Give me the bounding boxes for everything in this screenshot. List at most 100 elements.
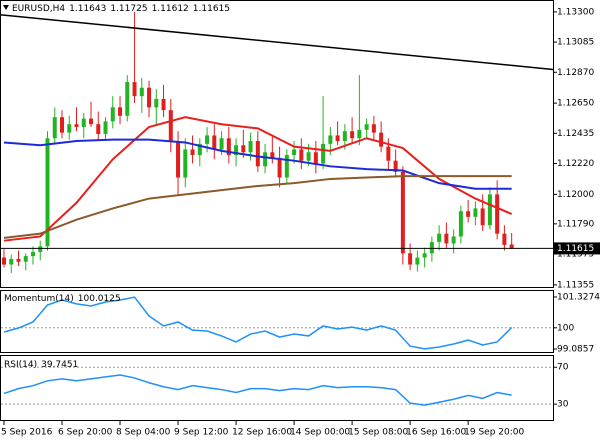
candle-body <box>241 145 246 153</box>
candle-body <box>263 152 268 167</box>
candle-body <box>81 118 86 128</box>
high: 1.11725 <box>110 4 147 14</box>
y-tick-label: 1.11355 <box>557 280 594 290</box>
candle-body <box>234 145 239 156</box>
candle-body <box>495 194 500 234</box>
candle-body <box>393 160 398 172</box>
momentum-panel <box>0 290 554 353</box>
candle-body <box>205 135 210 144</box>
candle-body <box>219 138 224 150</box>
candle-body <box>502 233 507 245</box>
candle-body <box>74 124 79 128</box>
x-tick-label: 14 Sep 00:00 <box>290 428 350 438</box>
candle-body <box>67 124 72 133</box>
candle-body <box>429 242 434 254</box>
candle-body <box>226 138 231 156</box>
candle-body <box>277 157 282 178</box>
candle-body <box>139 87 144 97</box>
y-tick-label: 70 <box>557 363 569 373</box>
y-tick-label: 1.13300 <box>557 7 594 17</box>
candle-body <box>30 251 35 257</box>
candle-body <box>38 246 43 252</box>
candle-body <box>110 107 115 122</box>
candle-body <box>306 152 311 161</box>
y-tick-label: 1.12650 <box>557 99 594 109</box>
candle-body <box>45 138 50 247</box>
candle-body <box>176 141 181 178</box>
candle-body <box>364 124 369 130</box>
candle-body <box>299 149 304 161</box>
candle-body <box>16 258 21 262</box>
candle-body <box>212 135 217 150</box>
candle-body <box>480 208 485 226</box>
candle-body <box>313 152 318 164</box>
symbol: EURUSD,H4 <box>12 4 65 14</box>
candle-body <box>248 141 253 153</box>
y-tick-label: 1.12870 <box>557 68 594 78</box>
y-tick-label: 1.11575 <box>557 250 594 260</box>
candle-body <box>1 257 6 265</box>
current-price-label: 1.11615 <box>557 244 594 254</box>
candle-body <box>147 87 152 108</box>
indicator-name: RSI(14) <box>4 360 37 370</box>
candle-body <box>103 121 108 135</box>
candle-body <box>466 211 471 217</box>
x-tick-label: 6 Sep 20:00 <box>58 428 113 438</box>
momentum-header: Momentum(14) 100.0125 <box>4 294 121 304</box>
candle-body <box>96 124 101 135</box>
y-tick-label: 101.3274 <box>557 293 600 303</box>
indicator-line <box>3 296 513 350</box>
candle-body <box>292 149 297 156</box>
y-tick-label: 1.11790 <box>557 219 594 229</box>
indicator-name: Momentum(14) <box>4 294 74 304</box>
candle-body <box>408 253 413 265</box>
candle-body <box>371 124 376 133</box>
candle-body <box>473 208 478 217</box>
candle-body <box>197 143 202 156</box>
x-tick-label: 15 Sep 08:00 <box>348 428 408 438</box>
rsi-header: RSI(14) 39.7451 <box>4 360 78 370</box>
candle-body <box>509 244 514 249</box>
candle-body <box>89 118 94 125</box>
low: 1.11612 <box>152 4 189 14</box>
candle-body <box>190 149 195 156</box>
indicator-value: 100.0125 <box>78 294 121 304</box>
candle-body <box>357 129 362 139</box>
open: 1.11643 <box>69 4 106 14</box>
y-tick-label: 30 <box>557 400 569 410</box>
x-tick-label: 9 Sep 12:00 <box>174 428 229 438</box>
x-tick-label: 5 Sep 2016 <box>1 428 53 438</box>
candle-body <box>132 82 137 97</box>
indicator-line <box>3 374 512 406</box>
symbol-header: EURUSD,H4 1.11643 1.11725 1.11612 1.11615 <box>12 4 230 14</box>
candle-body <box>154 98 159 108</box>
main-panel <box>0 0 554 288</box>
candle-body <box>422 253 427 258</box>
moving-average <box>3 116 513 242</box>
candle-body <box>444 233 449 244</box>
candle-body <box>255 141 260 167</box>
candle-body <box>335 135 340 142</box>
candle-body <box>487 194 492 226</box>
x-tick-label: 19 Sep 20:00 <box>464 428 524 438</box>
y-tick-label: 1.12220 <box>557 159 594 169</box>
candle-body <box>350 131 355 139</box>
candle-body <box>23 256 28 262</box>
candle-body <box>458 211 463 237</box>
candle-body <box>168 110 173 142</box>
x-tick-label: 8 Sep 04:00 <box>116 428 171 438</box>
candle-body <box>415 257 420 265</box>
candle-body <box>386 146 391 161</box>
trend-line <box>0 13 554 71</box>
candle-body <box>125 82 130 116</box>
rsi-panel <box>0 355 554 421</box>
candle-body <box>342 131 347 142</box>
candle-body <box>328 135 333 144</box>
menu-arrow <box>3 5 9 10</box>
y-tick-label: 1.12435 <box>557 129 594 139</box>
candle-body <box>400 171 405 254</box>
candle-body <box>284 155 289 178</box>
candle-body <box>379 132 384 147</box>
